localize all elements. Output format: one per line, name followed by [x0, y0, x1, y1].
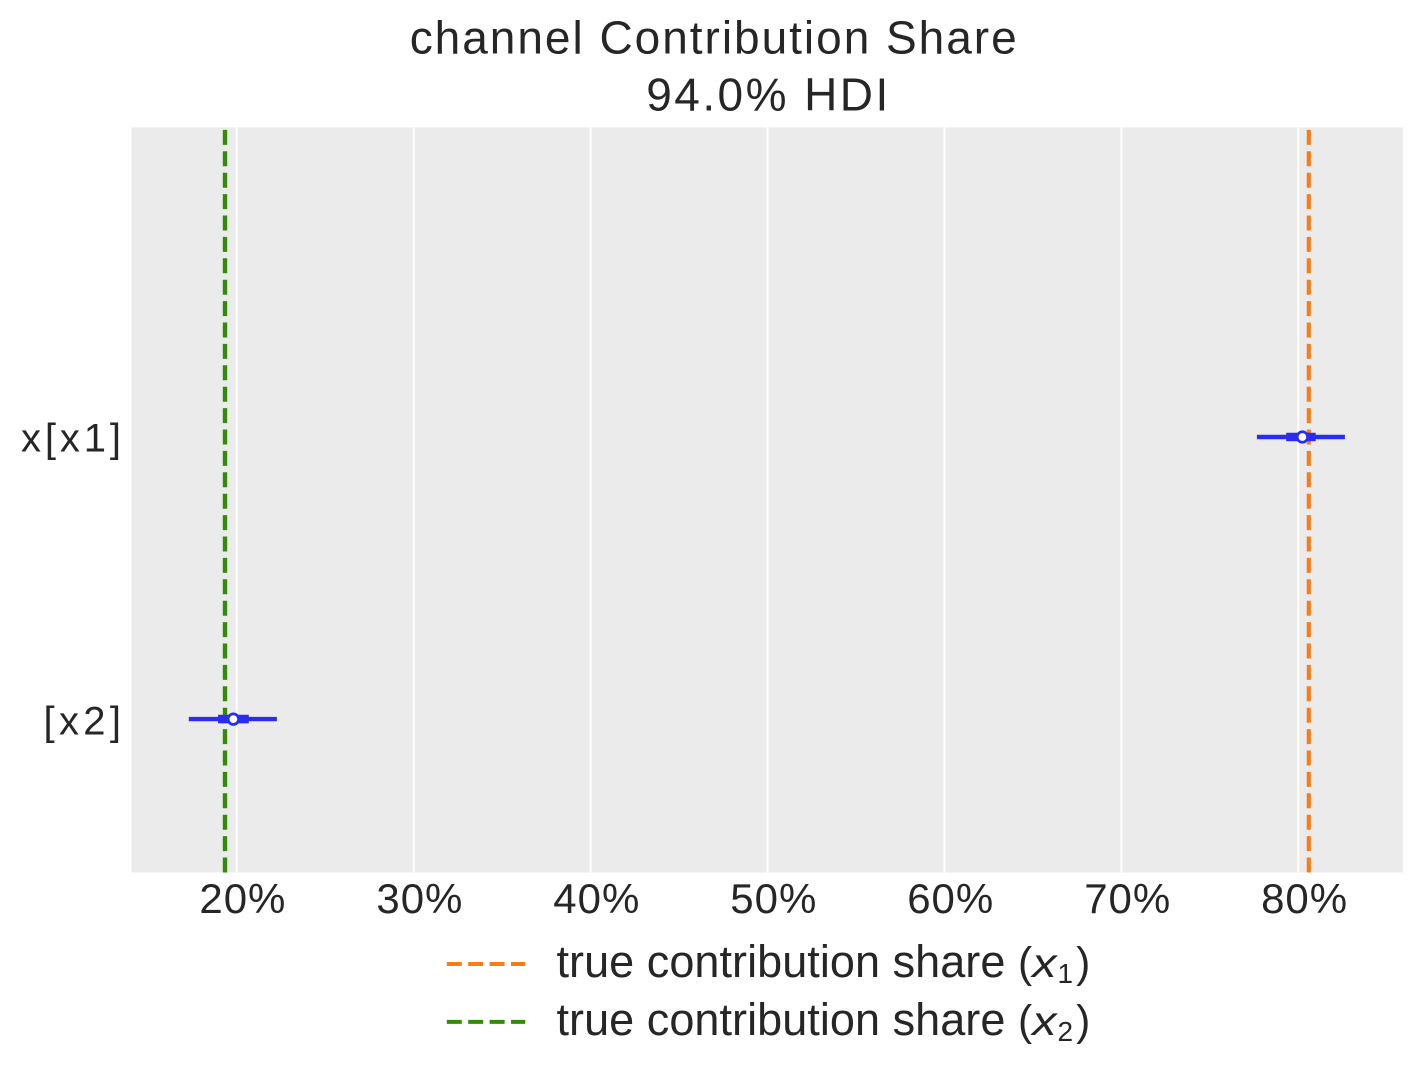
svg-text:94.0% HDI: 94.0% HDI — [646, 69, 888, 121]
svg-text:true contribution share (x1): true contribution share (x1) — [557, 936, 1091, 989]
svg-text:50%: 50% — [730, 875, 816, 922]
svg-text:30%: 30% — [376, 875, 462, 922]
svg-text:70%: 70% — [1084, 875, 1170, 922]
svg-text:60%: 60% — [907, 875, 993, 922]
svg-text:80%: 80% — [1261, 875, 1347, 922]
svg-text:40%: 40% — [553, 875, 639, 922]
svg-text:true contribution share (x2): true contribution share (x2) — [557, 994, 1091, 1047]
svg-text:x[x1]: x[x1] — [21, 416, 121, 460]
svg-text:20%: 20% — [199, 875, 285, 922]
svg-text:channel Contribution Share: channel Contribution Share — [410, 11, 1017, 63]
